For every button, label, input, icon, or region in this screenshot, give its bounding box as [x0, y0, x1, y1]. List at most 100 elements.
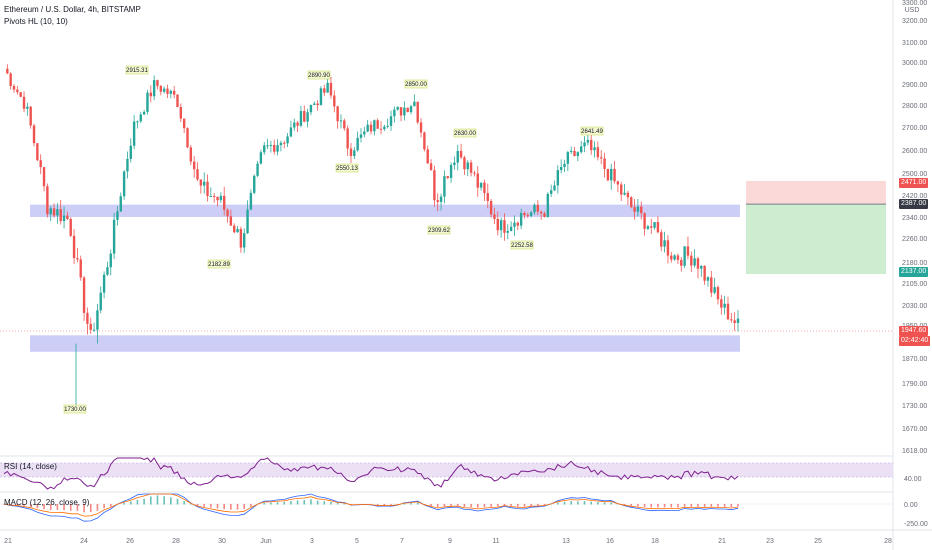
candle-body[interactable]	[683, 246, 686, 266]
candle-body[interactable]	[636, 206, 640, 212]
candle-body[interactable]	[323, 88, 326, 93]
candle-body[interactable]	[583, 142, 586, 147]
candle-body[interactable]	[403, 107, 406, 116]
candle-body[interactable]	[109, 253, 112, 268]
candle-body[interactable]	[196, 169, 199, 180]
candle-body[interactable]	[606, 168, 610, 181]
candle-body[interactable]	[172, 90, 176, 95]
candle-body[interactable]	[666, 240, 670, 256]
candle-body[interactable]	[126, 158, 129, 172]
candle-body[interactable]	[473, 172, 476, 174]
candle-body[interactable]	[263, 145, 266, 153]
candle-body[interactable]	[509, 226, 513, 232]
candle-body[interactable]	[493, 214, 496, 219]
candle-body[interactable]	[620, 184, 623, 195]
candle-body[interactable]	[192, 161, 196, 170]
candle-body[interactable]	[266, 145, 269, 147]
candle-body[interactable]	[463, 157, 466, 170]
candle-body[interactable]	[396, 107, 399, 110]
candle-body[interactable]	[680, 259, 683, 266]
candle-body[interactable]	[59, 209, 62, 222]
candle-body[interactable]	[179, 107, 183, 119]
candle-body[interactable]	[633, 207, 636, 212]
candle-body[interactable]	[299, 111, 303, 126]
candle-body[interactable]	[653, 222, 656, 228]
candle-body[interactable]	[99, 292, 102, 311]
candle-body[interactable]	[223, 195, 226, 210]
candle-body[interactable]	[439, 196, 443, 202]
candle-body[interactable]	[219, 195, 223, 201]
candle-body[interactable]	[293, 122, 296, 128]
stop-loss-zone[interactable]	[746, 180, 886, 205]
candle-body[interactable]	[383, 126, 386, 130]
candle-body[interactable]	[6, 68, 9, 74]
candle-body[interactable]	[333, 95, 336, 107]
candle-body[interactable]	[199, 179, 203, 186]
candle-body[interactable]	[656, 222, 660, 233]
candle-body[interactable]	[469, 162, 473, 173]
candle-body[interactable]	[316, 103, 319, 106]
candle-body[interactable]	[436, 200, 439, 202]
candle-body[interactable]	[49, 208, 52, 215]
macd-legend[interactable]: MACD (12, 26, close, 9)	[4, 498, 90, 507]
candle-body[interactable]	[296, 122, 299, 126]
candle-body[interactable]	[116, 211, 119, 220]
candle-body[interactable]	[349, 148, 353, 156]
candle-body[interactable]	[253, 175, 256, 193]
candle-body[interactable]	[499, 220, 503, 231]
candle-body[interactable]	[406, 107, 409, 113]
candle-body[interactable]	[369, 124, 373, 132]
candle-body[interactable]	[26, 106, 29, 109]
candle-body[interactable]	[82, 277, 86, 313]
candle-body[interactable]	[373, 120, 376, 132]
candle-body[interactable]	[259, 152, 263, 164]
candle-body[interactable]	[303, 111, 306, 122]
candle-body[interactable]	[693, 258, 696, 266]
candle-body[interactable]	[233, 225, 236, 233]
candle-body[interactable]	[579, 146, 583, 153]
candle-body[interactable]	[319, 88, 323, 106]
candle-body[interactable]	[563, 163, 566, 167]
candle-body[interactable]	[556, 170, 560, 186]
candle-body[interactable]	[389, 116, 393, 126]
candle-body[interactable]	[676, 255, 680, 260]
candle-body[interactable]	[696, 258, 700, 269]
candle-body[interactable]	[246, 209, 249, 234]
candle-body[interactable]	[730, 319, 733, 321]
pivot-marker[interactable]	[510, 240, 534, 250]
candle-body[interactable]	[449, 164, 453, 178]
candle-body[interactable]	[69, 219, 72, 236]
candle-body[interactable]	[733, 320, 736, 324]
candle-body[interactable]	[96, 310, 99, 330]
candle-body[interactable]	[169, 90, 173, 94]
candle-body[interactable]	[559, 166, 563, 171]
candle-body[interactable]	[419, 122, 423, 133]
candle-body[interactable]	[306, 112, 309, 122]
candle-body[interactable]	[429, 163, 433, 171]
candle-body[interactable]	[479, 182, 483, 188]
sr-zone[interactable]	[30, 335, 740, 352]
candle-body[interactable]	[202, 181, 206, 186]
pivot-marker[interactable]	[307, 70, 331, 80]
candle-body[interactable]	[626, 192, 630, 198]
candle-body[interactable]	[603, 158, 606, 169]
candle-body[interactable]	[76, 258, 79, 260]
candle-body[interactable]	[346, 128, 349, 149]
candle-body[interactable]	[139, 114, 142, 122]
pivot-marker[interactable]	[404, 79, 428, 89]
candle-body[interactable]	[336, 106, 339, 122]
candle-body[interactable]	[212, 195, 216, 197]
candle-body[interactable]	[376, 120, 379, 129]
candle-body[interactable]	[486, 193, 489, 201]
candle-body[interactable]	[466, 162, 469, 170]
candle-body[interactable]	[393, 109, 396, 117]
candle-body[interactable]	[720, 299, 723, 308]
candle-body[interactable]	[239, 229, 243, 248]
candle-body[interactable]	[339, 120, 343, 122]
candle-body[interactable]	[236, 229, 239, 233]
candle-body[interactable]	[353, 150, 356, 156]
candle-body[interactable]	[52, 208, 56, 216]
candle-body[interactable]	[543, 213, 546, 217]
candle-body[interactable]	[86, 312, 89, 324]
candle-body[interactable]	[586, 139, 590, 143]
